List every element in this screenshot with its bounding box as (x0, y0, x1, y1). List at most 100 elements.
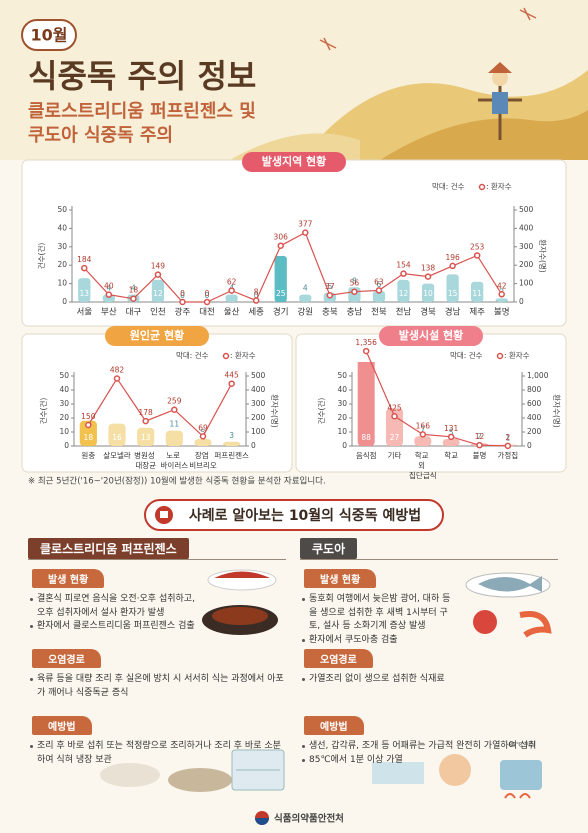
point (179, 298, 186, 306)
bar (299, 294, 312, 302)
point (400, 270, 407, 277)
x-tick-label: 불명 (473, 450, 487, 460)
bar (78, 278, 91, 302)
bar-value-label: 1 (505, 434, 510, 443)
x-tick-label: 원충 (81, 451, 95, 460)
point (302, 229, 309, 236)
bar-value-label: 5 (327, 282, 332, 291)
y2-tick-label: 100 (519, 279, 534, 288)
bar-value-label: 11 (472, 289, 482, 298)
y-tick-label: 50 (59, 371, 69, 380)
y2-axis-label: 환자수(명) (270, 394, 280, 428)
y-tick-label: 10 (59, 427, 69, 436)
bar (79, 420, 97, 446)
item-list: 조리 후 바로 섭취 또는 적정량으로 조리하거나 조리 후 바로 소분하여 식… (28, 740, 286, 767)
x-tick-label: 장염 비브리오 (189, 450, 217, 470)
y2-tick-label: 1,000 (527, 371, 549, 380)
x-tick-label: 인천 (150, 307, 166, 318)
y-tick-label: 20 (57, 260, 67, 269)
y-tick-label: 40 (59, 385, 69, 394)
subtitle: 쿠도아 식중독 주의 (28, 125, 173, 146)
bullet (302, 678, 305, 681)
item-list: 결혼식 피로연 음식을 오전·오후 섭취하고, 오후 섭취자에서 설사 환자가 … (28, 593, 200, 634)
list-item: 조리 후 바로 섭취 또는 적정량으로 조리하거나 조리 후 바로 소분하여 식… (28, 740, 286, 767)
point-value-label: 138 (421, 264, 436, 273)
point (476, 441, 483, 449)
bar-value-label: 3 (229, 431, 234, 440)
point-value-label: 62 (227, 278, 237, 287)
y-tick-label: 40 (337, 385, 347, 394)
legend-label: 막대: 건수 (176, 350, 209, 360)
section-heading: 발생 현황 (304, 569, 377, 588)
section-heading: 오염경로 (304, 649, 373, 668)
scarecrow (478, 62, 522, 140)
y-tick-label: 40 (57, 223, 67, 232)
x-tick-label: 부산 (101, 307, 117, 318)
bar-value-label: 15 (448, 289, 458, 298)
divider (300, 559, 558, 560)
bar (225, 294, 238, 302)
point-value-label: 42 (497, 281, 507, 290)
point-value-label: 0 (180, 289, 185, 298)
point (199, 433, 207, 440)
point (142, 417, 149, 425)
bar-value-label: 11 (170, 420, 180, 429)
x-tick-label: 음식점 (356, 450, 377, 460)
point-value-label: 425 (387, 403, 402, 412)
point (424, 273, 432, 280)
section-heading: 예방법 (304, 716, 364, 735)
point (85, 421, 92, 429)
item-text: 조리 후 바로 섭취 또는 적정량으로 조리하거나 조리 후 바로 소분하여 식… (37, 741, 281, 765)
item-text: 생선, 갑각류, 조개 등 어패류는 가급적 완전히 가열하여 섭취 (309, 741, 537, 751)
legend-label: 막대: 건수 (432, 181, 465, 191)
hill (380, 110, 588, 160)
y2-tick-label: 200 (527, 427, 542, 436)
point-value-label: 40 (104, 282, 114, 291)
legend-marker (222, 352, 230, 360)
section-heading: 오염경로 (32, 649, 101, 668)
y2-tick-label: 500 (251, 371, 266, 380)
point (171, 406, 178, 413)
y-tick-label: 30 (59, 399, 69, 408)
item-text: 결혼식 피로연 음식을 오전·오후 섭취하고, 오후 섭취자에서 설사 환자가 … (37, 594, 195, 618)
illustration-heating (372, 754, 542, 799)
bar-value-label: 4 (106, 284, 111, 293)
chart-title-pill (379, 326, 483, 346)
x-tick-label: 울산 (224, 307, 240, 318)
bar (386, 408, 403, 446)
chart-title-pill (105, 326, 209, 346)
y2-tick-label: 400 (527, 413, 542, 422)
point-value-label: 8 (254, 288, 259, 297)
point (375, 287, 383, 294)
icon (160, 511, 168, 518)
item-text: 환자에서 쿠도아충 검출 (309, 634, 398, 645)
bar (357, 362, 375, 446)
line (83, 231, 503, 303)
bar (495, 298, 508, 302)
y2-tick-label: 300 (519, 242, 534, 251)
x-tick-label: 경남 (445, 307, 461, 318)
point (504, 442, 512, 450)
bar (274, 256, 287, 302)
point-value-label: 196 (445, 253, 460, 262)
point-value-label: 482 (110, 366, 125, 375)
bullet (30, 625, 33, 628)
illustration-label: 85℃ 이상 (508, 741, 536, 749)
point (498, 291, 505, 298)
point (351, 288, 358, 295)
bar-value-label: 16 (112, 433, 122, 442)
prevention-title: 사례로 알아보는 10월의 식중독 예방법 (189, 507, 421, 524)
x-tick-label: 기타 (388, 451, 402, 460)
x-tick-label: 전남 (396, 307, 412, 318)
x-tick-label: 퍼프린젠스 (214, 450, 249, 460)
bar-value-label: 88 (361, 433, 371, 442)
x-tick-label: 광주 (175, 307, 191, 318)
point-value-label: 149 (151, 262, 166, 271)
x-tick-label: 살모넬라 (103, 451, 131, 460)
x-tick-label: 경기 (273, 307, 289, 318)
bullet (30, 598, 33, 601)
x-tick-label: 가정집 (497, 450, 518, 460)
